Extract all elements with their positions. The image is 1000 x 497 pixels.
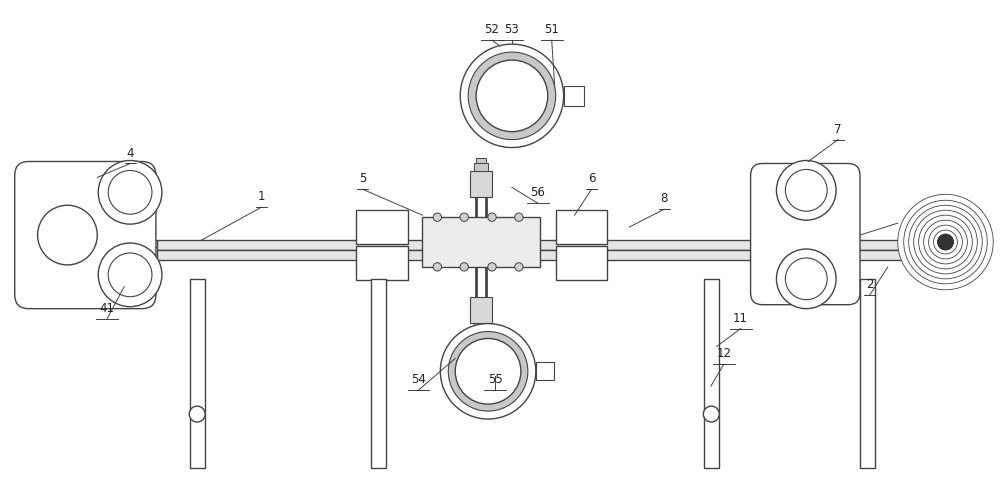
Circle shape [929, 225, 962, 259]
Bar [556, 210, 607, 244]
Bar [422, 217, 540, 267]
Bar [556, 246, 607, 280]
Text: 56: 56 [530, 186, 545, 199]
Circle shape [488, 213, 496, 221]
Bar [356, 246, 408, 280]
Circle shape [703, 406, 719, 422]
Circle shape [98, 243, 162, 307]
Circle shape [938, 234, 953, 250]
Bar [371, 279, 386, 468]
Text: 53: 53 [505, 23, 519, 36]
Bar [860, 279, 875, 468]
Text: 4: 4 [126, 147, 134, 160]
Bar [157, 240, 908, 250]
Circle shape [460, 213, 468, 221]
Circle shape [455, 338, 521, 404]
Circle shape [942, 238, 949, 246]
Bar [704, 279, 719, 468]
Bar [476, 331, 486, 336]
Circle shape [914, 210, 977, 274]
Text: 5: 5 [359, 172, 366, 185]
Circle shape [909, 205, 982, 279]
Circle shape [468, 52, 556, 140]
Text: 52: 52 [485, 23, 499, 36]
Bar [474, 164, 488, 171]
Bar [476, 158, 486, 164]
Bar [564, 86, 584, 106]
Circle shape [515, 213, 523, 221]
Circle shape [924, 220, 967, 264]
Circle shape [108, 253, 152, 297]
Bar [470, 297, 492, 323]
Circle shape [460, 263, 468, 271]
Circle shape [488, 263, 496, 271]
Text: 1: 1 [258, 190, 265, 203]
Circle shape [919, 215, 972, 269]
Circle shape [98, 161, 162, 224]
Circle shape [189, 406, 205, 422]
FancyBboxPatch shape [15, 162, 156, 309]
Circle shape [776, 161, 836, 220]
Circle shape [934, 230, 957, 254]
Circle shape [476, 60, 548, 132]
Circle shape [785, 258, 827, 300]
Circle shape [515, 263, 523, 271]
Text: 8: 8 [660, 192, 668, 205]
FancyBboxPatch shape [751, 164, 860, 305]
Circle shape [440, 324, 536, 419]
Bar [474, 323, 488, 331]
Circle shape [904, 200, 987, 284]
Circle shape [785, 169, 827, 211]
Bar [470, 171, 492, 197]
Circle shape [448, 331, 528, 411]
Bar [536, 362, 554, 380]
Circle shape [433, 213, 442, 221]
Text: 54: 54 [411, 373, 426, 386]
Text: 6: 6 [588, 172, 595, 185]
Text: 12: 12 [716, 347, 731, 360]
Circle shape [460, 44, 564, 148]
Circle shape [938, 234, 953, 250]
Text: 2: 2 [866, 278, 874, 291]
Text: 7: 7 [834, 123, 842, 136]
Circle shape [776, 249, 836, 309]
Circle shape [38, 205, 97, 265]
Bar [356, 210, 408, 244]
Circle shape [898, 194, 993, 290]
Text: 55: 55 [488, 373, 502, 386]
Bar [190, 279, 205, 468]
Circle shape [433, 263, 442, 271]
Text: 51: 51 [544, 23, 559, 36]
Text: 41: 41 [100, 302, 115, 315]
Text: 11: 11 [733, 312, 748, 325]
Circle shape [108, 170, 152, 214]
Bar [157, 250, 908, 260]
